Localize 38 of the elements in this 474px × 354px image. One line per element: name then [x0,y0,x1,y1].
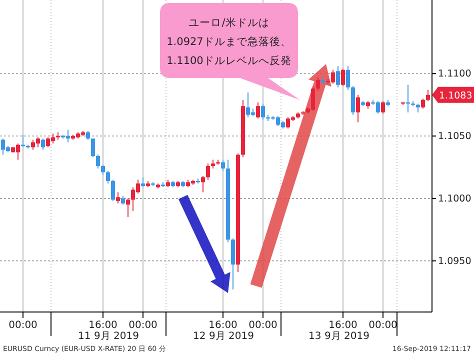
annotation: ユーロ/米ドルは 1.0927ドルまで急落後、 1.1100ドルレベルへ反発 [166,16,292,67]
candlestick [336,66,340,88]
x-tick-label: 00:00 [248,320,278,332]
candlestick [221,159,225,172]
x-tick-label: 00:00 [128,320,158,332]
y-tick-label: 1.1000 [438,193,472,204]
candlestick [381,100,385,114]
x-tick-label: 16:00 [328,320,358,332]
x-tick-label: 16:00 [208,320,238,332]
candlestick [356,94,360,123]
candlestick [316,76,320,92]
candlestick [346,66,350,90]
text: 12 9月 2019 [193,331,254,342]
candlestick [111,179,115,202]
x-tick-label: 16:00 [88,320,118,332]
candlestick [91,138,95,158]
text: 13 9月 2019 [308,331,370,342]
annotation: 1.1083 [439,90,472,102]
candlestick [126,198,130,218]
y-tick-label: 1.1050 [438,131,472,142]
candlestick [206,162,210,180]
candlestick [421,98,425,110]
candlestick [106,170,110,184]
x-tick-label: 00:00 [8,320,38,332]
text: 11 9月 2019 [78,331,139,342]
x-tick-label: 00:00 [368,320,398,332]
candlestick [341,68,345,87]
y-tick-label: 1.0950 [438,256,472,267]
candlestick [201,175,205,193]
candlestick [41,138,45,150]
candlestick [426,89,430,102]
candlestick [101,164,105,176]
candlestick [116,192,120,204]
candlestick [261,103,265,120]
candlestick [256,102,260,120]
candlestick [96,154,100,169]
y-tick-label: 1.1100 [438,68,472,80]
candlestick [141,176,145,188]
